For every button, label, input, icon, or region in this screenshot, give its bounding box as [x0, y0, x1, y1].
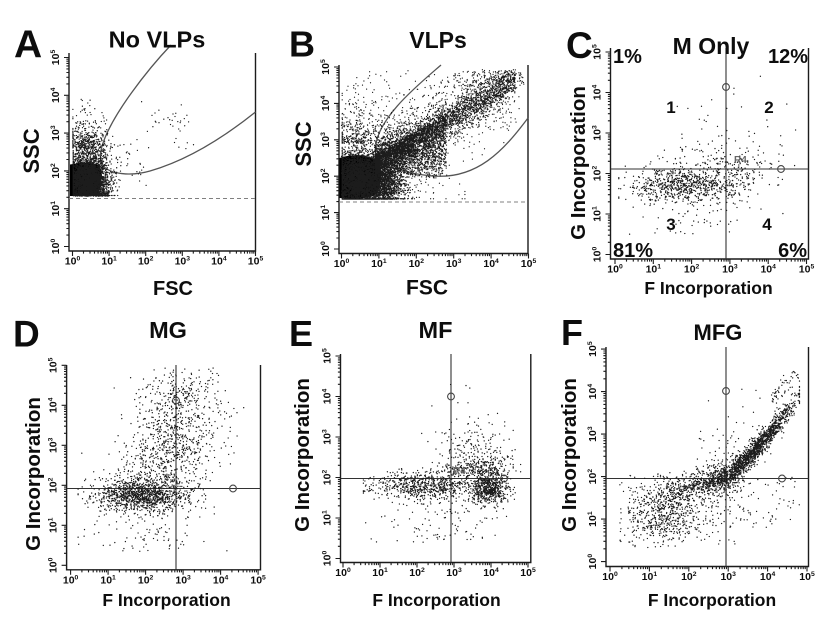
svg-text:MF: MF — [419, 317, 453, 343]
svg-text:B: B — [289, 24, 315, 65]
svg-text:R4: R4 — [734, 155, 747, 166]
svg-text:R4: R4 — [453, 466, 466, 477]
svg-text:F Incorporation: F Incorporation — [102, 590, 230, 610]
svg-text:F: F — [561, 312, 583, 353]
svg-text:No VLPs: No VLPs — [109, 27, 206, 53]
svg-text:6%: 6% — [778, 240, 807, 262]
svg-text:FSC: FSC — [153, 278, 193, 300]
svg-text:A: A — [14, 24, 42, 67]
svg-text:D: D — [13, 314, 40, 355]
svg-text:MFG: MFG — [694, 320, 743, 345]
svg-text:3: 3 — [666, 215, 675, 234]
svg-text:E: E — [289, 313, 313, 354]
svg-text:G Incorporation: G Incorporation — [567, 86, 590, 240]
svg-text:F Incorporation: F Incorporation — [644, 278, 772, 298]
svg-text:1%: 1% — [613, 46, 642, 68]
svg-text:G Incorporation: G Incorporation — [558, 378, 581, 532]
svg-text:SSC: SSC — [291, 121, 316, 166]
svg-text:MG: MG — [149, 317, 187, 343]
svg-text:F Incorporation: F Incorporation — [648, 590, 776, 610]
svg-text:VLPs: VLPs — [409, 27, 467, 53]
svg-text:2: 2 — [764, 98, 773, 117]
svg-text:C: C — [566, 25, 593, 66]
svg-text:1: 1 — [666, 98, 675, 117]
svg-text:FSC: FSC — [406, 277, 448, 300]
svg-text:F Incorporation: F Incorporation — [372, 590, 500, 610]
svg-text:M Only: M Only — [673, 33, 750, 59]
svg-text:G Incorporation: G Incorporation — [291, 378, 314, 532]
svg-text:SSC: SSC — [19, 128, 44, 173]
svg-text:4: 4 — [762, 215, 772, 234]
svg-text:81%: 81% — [613, 240, 653, 262]
svg-text:12%: 12% — [768, 46, 808, 68]
svg-text:G Incorporation: G Incorporation — [22, 397, 45, 551]
